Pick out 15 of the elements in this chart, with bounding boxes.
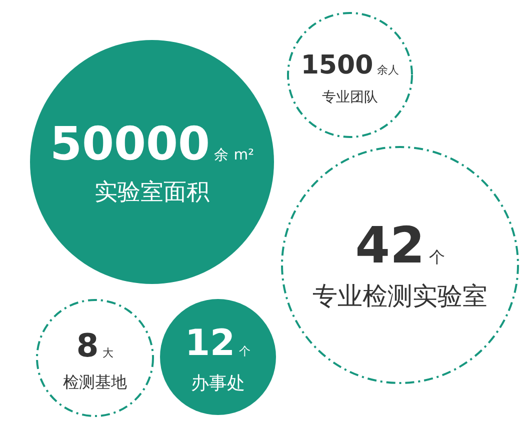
data-label: 1500	[300, 50, 374, 81]
data-label: 50000	[50, 116, 210, 171]
text: 余 m²	[214, 146, 254, 164]
data-label: 8	[76, 326, 99, 364]
text: 个	[239, 344, 252, 358]
text: 个	[428, 248, 445, 266]
text: 大	[102, 346, 114, 360]
data-label: 42	[355, 216, 425, 274]
data-label: 12	[184, 323, 236, 364]
category-label: 实验室面积	[94, 179, 210, 206]
category-label: 专业检测实验室	[312, 282, 488, 310]
category-label: 检测基地	[63, 372, 127, 392]
text: 余人	[377, 64, 400, 77]
category-label: 办事处	[191, 372, 245, 394]
category-label: 专业团队	[322, 89, 378, 106]
